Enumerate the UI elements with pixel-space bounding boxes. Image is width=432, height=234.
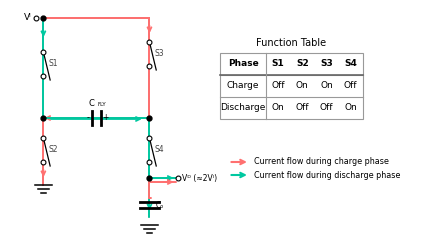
Text: S4: S4 <box>154 146 164 154</box>
Text: Cₒ: Cₒ <box>155 201 164 209</box>
Text: +: + <box>102 113 108 123</box>
Text: S2: S2 <box>48 146 58 154</box>
Text: On: On <box>272 103 285 113</box>
Text: S4: S4 <box>344 59 357 69</box>
Text: Charge: Charge <box>227 81 259 91</box>
Text: -: - <box>86 113 89 123</box>
Text: Current flow during charge phase: Current flow during charge phase <box>254 157 388 167</box>
Text: Off: Off <box>295 103 309 113</box>
Text: S1: S1 <box>48 59 58 69</box>
Text: S2: S2 <box>296 59 309 69</box>
Text: Vᴰ (≈2Vᴵ): Vᴰ (≈2Vᴵ) <box>182 173 217 183</box>
Text: On: On <box>296 81 309 91</box>
Bar <box>220 53 362 119</box>
Text: Off: Off <box>271 81 285 91</box>
Text: Phase: Phase <box>228 59 258 69</box>
Text: Current flow during discharge phase: Current flow during discharge phase <box>254 171 400 179</box>
Text: Off: Off <box>320 103 333 113</box>
Text: FLY: FLY <box>97 102 106 107</box>
Text: S3: S3 <box>154 50 164 58</box>
Text: On: On <box>344 103 357 113</box>
Text: On: On <box>320 81 333 91</box>
Text: Discharge: Discharge <box>220 103 266 113</box>
Text: Function Table: Function Table <box>256 38 326 48</box>
Text: S1: S1 <box>272 59 285 69</box>
Text: C: C <box>89 99 95 108</box>
Text: Vᴵ: Vᴵ <box>24 14 32 22</box>
Text: Off: Off <box>344 81 357 91</box>
Text: S3: S3 <box>320 59 333 69</box>
